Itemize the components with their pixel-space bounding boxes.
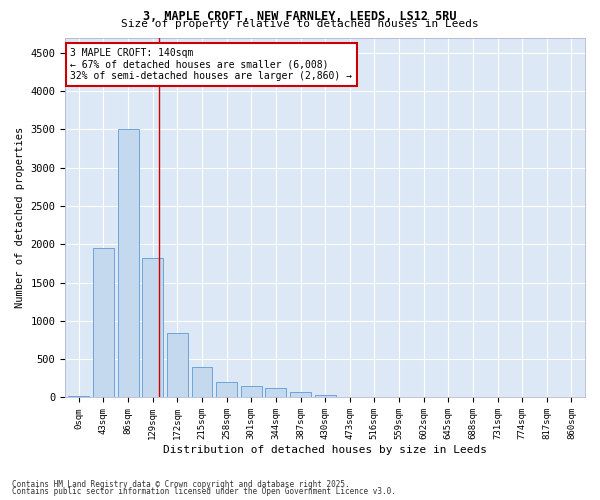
Text: 3 MAPLE CROFT: 140sqm
← 67% of detached houses are smaller (6,008)
32% of semi-d: 3 MAPLE CROFT: 140sqm ← 67% of detached … [70, 48, 352, 82]
Bar [142, 258, 163, 398]
Text: Contains HM Land Registry data © Crown copyright and database right 2025.: Contains HM Land Registry data © Crown c… [12, 480, 350, 489]
Bar [265, 388, 286, 398]
X-axis label: Distribution of detached houses by size in Leeds: Distribution of detached houses by size … [163, 445, 487, 455]
Bar [241, 386, 262, 398]
Text: 3, MAPLE CROFT, NEW FARNLEY, LEEDS, LS12 5RU: 3, MAPLE CROFT, NEW FARNLEY, LEEDS, LS12… [143, 10, 457, 23]
Y-axis label: Number of detached properties: Number of detached properties [15, 127, 25, 308]
Bar [68, 396, 89, 398]
Bar [167, 333, 188, 398]
Text: Contains public sector information licensed under the Open Government Licence v3: Contains public sector information licen… [12, 487, 396, 496]
Bar [216, 382, 237, 398]
Bar [314, 395, 335, 398]
Bar [290, 392, 311, 398]
Bar [191, 367, 212, 398]
Bar [93, 248, 114, 398]
Text: Size of property relative to detached houses in Leeds: Size of property relative to detached ho… [121, 19, 479, 29]
Bar [118, 130, 139, 398]
